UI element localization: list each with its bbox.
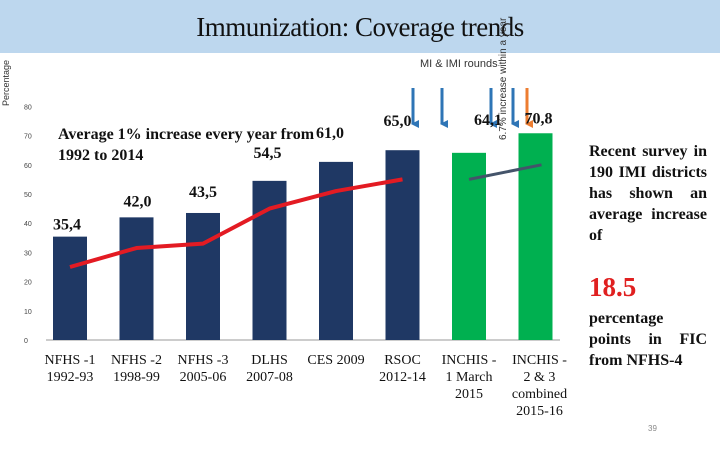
value-label: 61,0 xyxy=(316,125,344,142)
category-label: CES 2009 xyxy=(307,353,364,368)
category-label: NFHS -3 2005-06 xyxy=(178,353,229,385)
value-label: 43,5 xyxy=(189,184,217,201)
bar xyxy=(385,150,420,340)
category-label: NFHS -1 1992-93 xyxy=(45,353,96,385)
page-title: Immunization: Coverage trends xyxy=(196,12,524,42)
side-panel-text: Recent survey in 190 IMI districts has s… xyxy=(589,143,707,244)
y-tick-label: 0 xyxy=(24,338,28,345)
value-label: 54,5 xyxy=(254,145,282,162)
y-tick-label: 20 xyxy=(24,280,32,287)
value-label: 70,8 xyxy=(525,110,553,127)
category-label: INCHIS -2 & 3 combined 2015-16 xyxy=(512,353,567,419)
mi-imi-rounds-label: MI & IMI rounds xyxy=(420,58,498,70)
value-label: 42,0 xyxy=(124,193,152,210)
side-panel-highlight: 18.5 xyxy=(589,272,637,302)
y-tick-label: 10 xyxy=(24,309,32,316)
value-label: 35,4 xyxy=(53,217,81,234)
average-increase-note: Average 1% increase every year from 1992… xyxy=(58,126,315,164)
value-label: 64,1 xyxy=(474,112,502,129)
y-tick-label: 30 xyxy=(24,250,32,257)
imi-increase-note: 6.7% increase within a year xyxy=(498,17,509,140)
bar xyxy=(119,217,154,340)
bar xyxy=(53,236,87,340)
y-tick-label: 40 xyxy=(24,221,32,228)
y-tick-label: 50 xyxy=(24,192,32,199)
trend-line xyxy=(69,177,403,269)
bar xyxy=(186,212,220,340)
y-tick-label: 70 xyxy=(24,134,32,141)
category-label: RSOC 2012-14 xyxy=(379,353,426,385)
side-panel-tail: percentage points in FIC from NFHS-4 xyxy=(589,310,707,369)
title-bar xyxy=(0,0,720,53)
category-label: NFHS -2 1998-99 xyxy=(111,353,162,385)
category-label: DLHS 2007-08 xyxy=(246,353,293,385)
bar xyxy=(452,152,486,340)
category-label: INCHIS -1 March 2015 xyxy=(442,353,497,402)
slide-number: 39 xyxy=(648,424,657,433)
y-tick-label: 80 xyxy=(24,104,32,111)
y-tick-label: 60 xyxy=(24,163,32,170)
imi-trend-line xyxy=(468,163,542,181)
bar xyxy=(518,133,553,340)
value-label: 65,0 xyxy=(384,113,412,130)
